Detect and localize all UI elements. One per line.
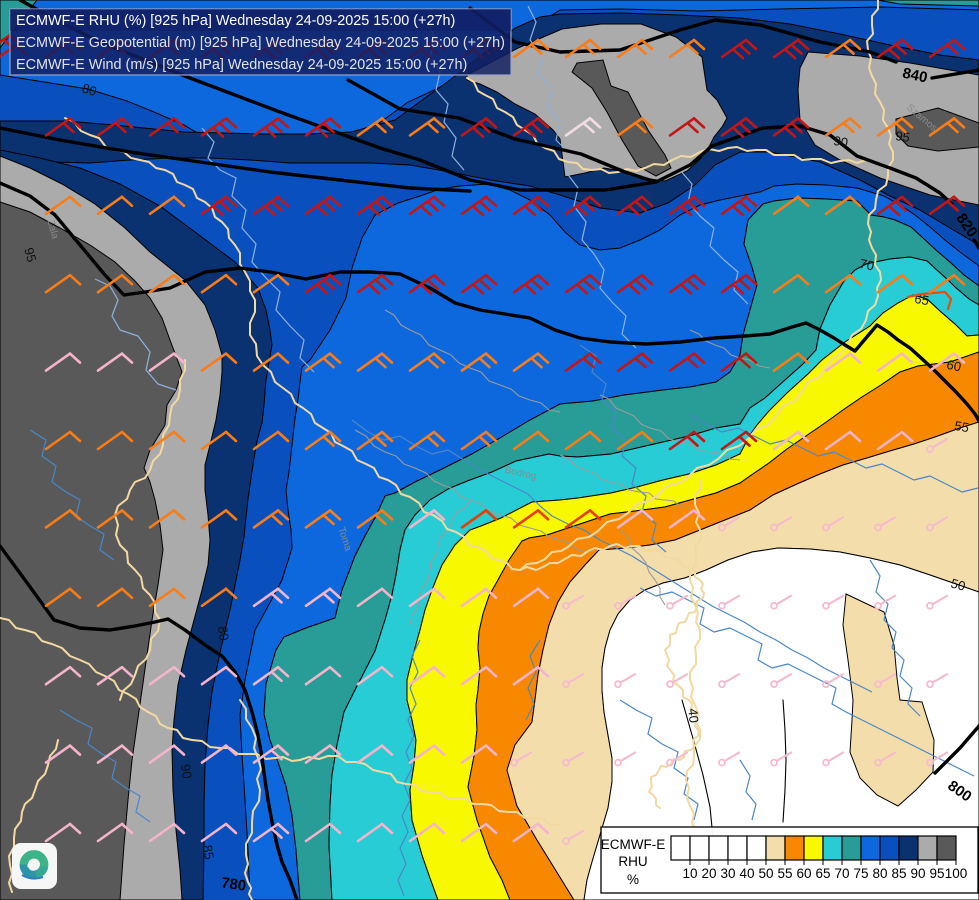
svg-text:60: 60 bbox=[945, 357, 962, 375]
svg-text:ECMWF-E: ECMWF-E bbox=[601, 837, 666, 852]
svg-text:20: 20 bbox=[701, 866, 716, 881]
svg-text:90: 90 bbox=[910, 866, 925, 881]
svg-text:40: 40 bbox=[685, 708, 701, 724]
svg-text:ECMWF-E Wind (m/s) [925 hPa] W: ECMWF-E Wind (m/s) [925 hPa] Wednesday 2… bbox=[16, 57, 467, 73]
svg-text:ECMWF-E Geopotential (m) [925: ECMWF-E Geopotential (m) [925 hPa] Wedne… bbox=[16, 35, 505, 51]
svg-text:90: 90 bbox=[178, 763, 195, 779]
svg-text:%: % bbox=[627, 872, 639, 887]
svg-text:50: 50 bbox=[758, 866, 773, 881]
svg-text:90: 90 bbox=[832, 133, 849, 150]
svg-text:80: 80 bbox=[215, 625, 232, 641]
svg-text:85: 85 bbox=[200, 844, 217, 861]
svg-text:65: 65 bbox=[815, 866, 830, 881]
svg-text:Zala: Zala bbox=[45, 219, 61, 241]
svg-text:840: 840 bbox=[901, 65, 929, 87]
svg-text:100: 100 bbox=[945, 866, 968, 881]
svg-text:RHU: RHU bbox=[618, 854, 647, 869]
svg-text:55: 55 bbox=[777, 866, 792, 881]
svg-text:ECMWF-E RHU (%) [925 hPa] Wedn: ECMWF-E RHU (%) [925 hPa] Wednesday 24-0… bbox=[16, 13, 455, 29]
svg-text:85: 85 bbox=[891, 866, 906, 881]
svg-text:80: 80 bbox=[872, 866, 887, 881]
svg-text:95: 95 bbox=[21, 246, 39, 264]
svg-text:55: 55 bbox=[953, 418, 970, 435]
svg-text:60: 60 bbox=[796, 866, 811, 881]
svg-text:30: 30 bbox=[720, 866, 735, 881]
svg-text:40: 40 bbox=[739, 866, 754, 881]
svg-text:10: 10 bbox=[682, 866, 697, 881]
svg-text:75: 75 bbox=[853, 866, 868, 881]
svg-text:50: 50 bbox=[949, 576, 967, 594]
svg-text:70: 70 bbox=[858, 256, 875, 274]
svg-text:70: 70 bbox=[834, 866, 849, 881]
svg-text:95: 95 bbox=[929, 866, 944, 881]
svg-text:780: 780 bbox=[220, 874, 247, 894]
svg-text:80: 80 bbox=[80, 80, 98, 99]
